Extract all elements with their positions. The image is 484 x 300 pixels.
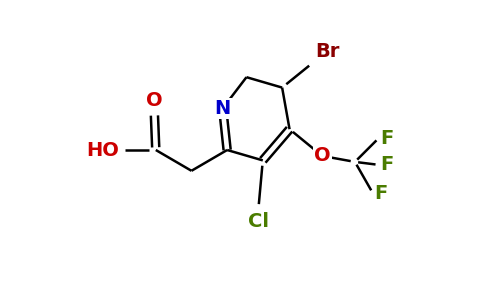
Text: F: F <box>374 184 388 202</box>
Text: Cl: Cl <box>248 212 269 231</box>
Text: O: O <box>314 146 331 165</box>
Text: HO: HO <box>86 140 119 160</box>
Text: F: F <box>380 155 393 174</box>
Text: Br: Br <box>315 42 339 61</box>
Text: N: N <box>214 99 231 118</box>
Text: F: F <box>380 129 393 148</box>
Text: O: O <box>146 91 163 110</box>
